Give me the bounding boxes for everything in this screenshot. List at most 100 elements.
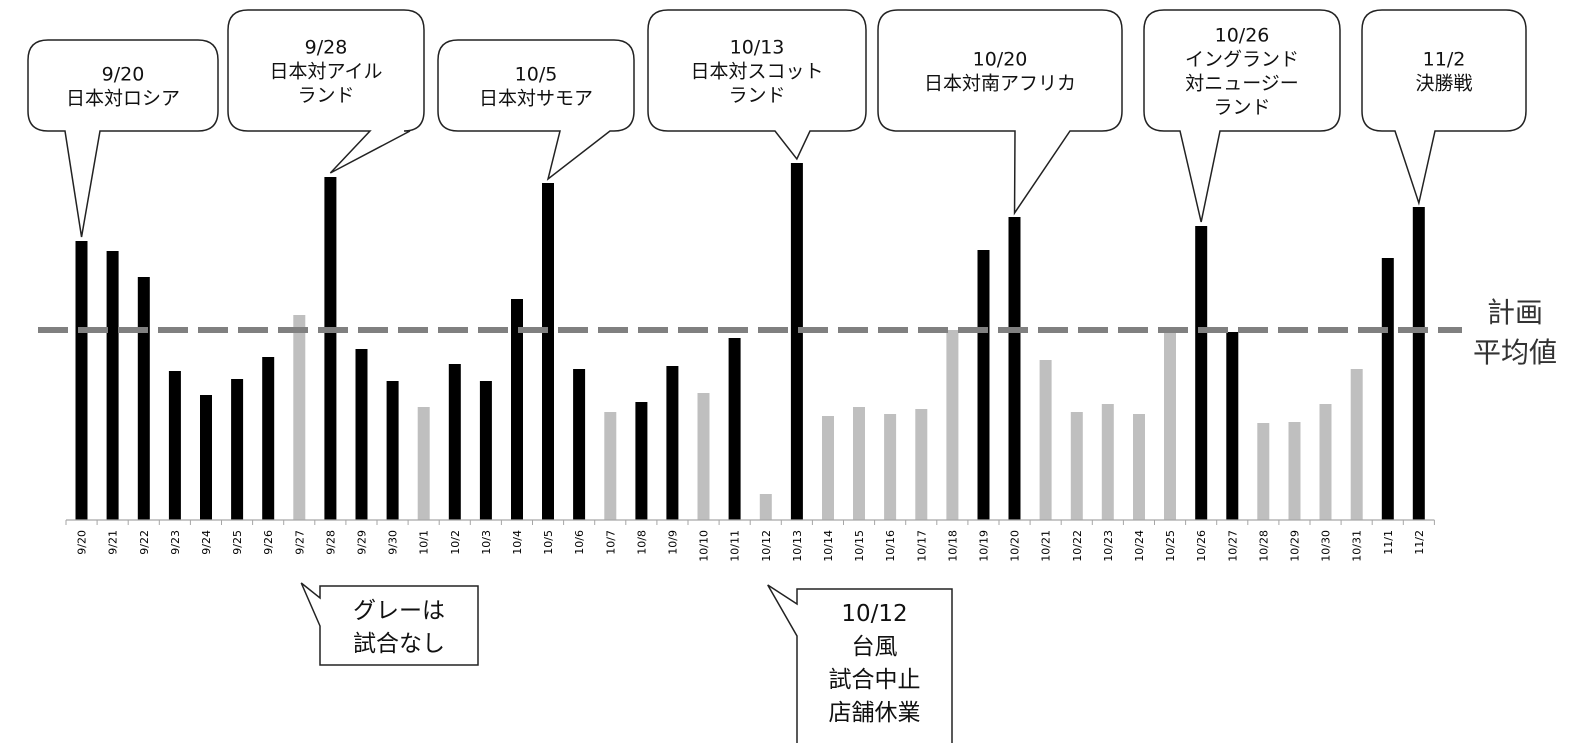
annotation-text: 日本対ロシア (66, 88, 180, 110)
annotation-text: 10/13 (730, 37, 785, 59)
bar (1288, 422, 1301, 520)
bar (915, 409, 928, 520)
bar (884, 414, 897, 520)
x-tick-label: 9/27 (293, 530, 306, 555)
annotation-text: 日本対南アフリカ (924, 73, 1076, 95)
bar (106, 251, 119, 520)
x-tick-label: 10/1 (418, 530, 431, 555)
x-tick-label: 10/28 (1257, 530, 1270, 562)
note-text: 試合中止 (829, 667, 921, 693)
x-tick-label: 10/26 (1195, 530, 1208, 562)
annotation-text: ランド (728, 85, 785, 107)
x-tick-label: 10/7 (604, 530, 617, 555)
bar (1070, 412, 1083, 520)
x-tick-label: 10/25 (1164, 530, 1177, 562)
x-tick-label: 9/30 (387, 530, 400, 555)
annotation-callout (27, 39, 219, 238)
x-tick-label: 10/4 (511, 530, 524, 555)
x-tick-label: 10/16 (884, 530, 897, 562)
bar (1164, 327, 1176, 520)
bar (1381, 258, 1394, 520)
x-tick-label: 9/23 (169, 530, 182, 555)
reference-label: 計画 (1487, 296, 1543, 329)
x-tick-label: 10/21 (1040, 530, 1053, 562)
bar (946, 330, 959, 520)
bar (666, 366, 679, 520)
bar (1226, 332, 1239, 520)
annotation-callout (1143, 9, 1341, 223)
x-tick-label: 9/22 (138, 530, 151, 555)
annotation-text: 9/20 (102, 64, 145, 86)
annotation-callout (647, 9, 867, 161)
annotation-text: 対ニュージー (1185, 73, 1299, 95)
bar (853, 407, 865, 520)
x-tick-label: 10/19 (977, 530, 990, 562)
x-tick-label: 10/12 (760, 530, 773, 562)
annotation-text: 決勝戦 (1415, 73, 1472, 95)
annotation-text: 10/26 (1215, 25, 1270, 47)
x-tick-label: 10/23 (1102, 530, 1115, 562)
bar (231, 379, 244, 520)
x-tick-label: 10/9 (666, 530, 679, 555)
annotation-text: 9/28 (305, 37, 348, 59)
annotation-callout (1361, 9, 1527, 206)
bar (1008, 217, 1021, 520)
bar (977, 250, 990, 520)
note-text: 10/12 (841, 601, 907, 627)
annotation-text: イングランド (1185, 49, 1299, 71)
x-tick-label: 10/29 (1288, 530, 1301, 562)
bar (697, 393, 710, 520)
x-tick-label: 10/8 (635, 530, 648, 555)
bar (355, 349, 368, 520)
bar (790, 163, 803, 520)
bar (417, 407, 430, 520)
x-tick-label: 10/18 (946, 530, 959, 562)
annotation-text: 日本対スコット (690, 61, 823, 83)
x-tick-label: 9/28 (324, 530, 337, 555)
x-tick-label: 10/13 (791, 530, 804, 562)
x-tick-label: 10/10 (698, 530, 711, 562)
note-text: グレーは (353, 598, 445, 624)
x-tick-label: 9/20 (76, 530, 89, 555)
x-tick-label: 10/5 (542, 530, 555, 555)
bar (604, 412, 617, 520)
x-tick-label: 10/24 (1133, 530, 1146, 562)
x-tick-label: 10/6 (573, 530, 586, 555)
bar (1319, 404, 1332, 520)
bar (822, 416, 834, 520)
bar (1412, 207, 1425, 520)
bar (293, 315, 306, 520)
bar (759, 494, 772, 520)
x-tick-label: 10/11 (729, 530, 742, 562)
x-tick-label: 10/20 (1009, 530, 1022, 562)
x-tick-label: 9/25 (231, 530, 244, 555)
bar (635, 402, 648, 520)
note-text: 店舗休業 (829, 700, 921, 726)
annotation-text: 10/20 (973, 49, 1028, 71)
annotation-text: ランド (297, 85, 354, 107)
annotation-text: 10/5 (515, 64, 558, 86)
x-tick-label: 10/17 (915, 530, 928, 562)
x-tick-label: 9/21 (107, 530, 120, 555)
bar (75, 241, 88, 520)
bar (1133, 414, 1145, 520)
x-tick-label: 10/30 (1320, 530, 1333, 562)
x-tick-label: 11/1 (1382, 530, 1395, 555)
annotation-text: 日本対サモア (479, 88, 593, 110)
bar (728, 338, 741, 520)
annotation-text: ランド (1213, 97, 1270, 119)
x-tick-label: 10/27 (1226, 530, 1239, 562)
x-tick-label: 9/29 (355, 530, 368, 555)
bar (573, 369, 586, 520)
bar (168, 371, 181, 520)
x-tick-label: 10/14 (822, 530, 835, 562)
x-tick-label: 10/3 (480, 530, 493, 555)
x-tick-label: 9/24 (200, 530, 213, 555)
bar (262, 357, 275, 520)
x-tick-label: 10/2 (449, 530, 462, 555)
note-callout (767, 584, 953, 743)
bar (1101, 404, 1114, 520)
annotation-text: 日本対アイル (269, 61, 382, 83)
bar (448, 364, 461, 520)
